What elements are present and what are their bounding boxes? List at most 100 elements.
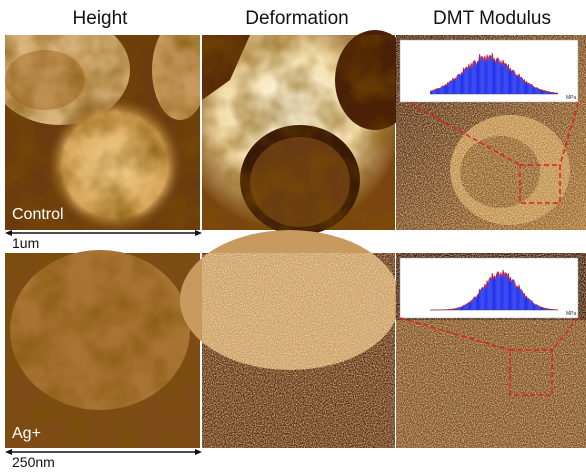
histogram-bar: [499, 277, 500, 310]
histogram-bar: [516, 286, 517, 310]
histogram-bar: [507, 67, 508, 94]
histogram-bar: [513, 280, 514, 310]
histogram-bar: [519, 74, 520, 94]
histogram-bar: [538, 88, 539, 94]
histogram-bar: [485, 287, 486, 310]
histogram-bar: [464, 305, 465, 310]
histogram-bar: [445, 85, 446, 94]
histogram-bar: [539, 307, 540, 310]
histogram-bar: [495, 63, 496, 94]
histogram-bar: [462, 73, 463, 94]
histogram-bar: [489, 279, 490, 310]
histogram-bar: [499, 64, 500, 94]
histogram-bar: [473, 299, 474, 310]
histogram-bar: [476, 65, 477, 94]
histogram-bar: [510, 68, 511, 94]
histogram-bar: [474, 61, 475, 94]
inset-unit: MPa: [566, 95, 577, 101]
deformation-image-ag: [180, 230, 400, 448]
histogram-bar: [529, 84, 530, 94]
histogram-bar: [496, 274, 497, 310]
histogram-bar: [498, 273, 499, 310]
histogram-inset: MPa: [400, 258, 578, 318]
histogram-bar: [535, 305, 536, 310]
histogram-bar: [448, 83, 449, 94]
height-image-ag: [5, 250, 200, 448]
histogram-bar: [521, 77, 522, 94]
histogram-bar: [490, 278, 491, 310]
histogram-bar: [477, 295, 478, 310]
histogram-bar: [501, 65, 502, 94]
histogram-bar: [491, 279, 492, 310]
histogram-bar: [539, 89, 540, 94]
histogram-bar: [476, 298, 477, 310]
histogram-bar: [492, 273, 493, 310]
histogram-bar: [546, 91, 547, 94]
histogram-bar: [432, 91, 433, 94]
histogram-bar: [527, 84, 528, 94]
histogram-bar: [505, 273, 506, 310]
histogram-bar: [441, 87, 442, 94]
histogram-bar: [451, 81, 452, 94]
histogram-bar: [481, 288, 482, 310]
histogram-bar: [450, 81, 451, 94]
histogram-bar: [505, 63, 506, 94]
histogram-bar: [443, 86, 444, 94]
histogram-bar: [495, 279, 496, 310]
histogram-bar: [478, 294, 479, 310]
histogram-bar: [494, 59, 495, 94]
histogram-bar: [496, 59, 497, 94]
histogram-bar: [509, 71, 510, 94]
histogram-bar: [526, 81, 527, 94]
histogram-bar: [528, 83, 529, 94]
histogram-bar: [530, 301, 531, 310]
histogram-bar: [543, 91, 544, 94]
histogram-bar: [514, 283, 515, 310]
histogram-bar: [483, 60, 484, 94]
histogram-bar: [490, 55, 491, 94]
histogram-bar: [517, 288, 518, 310]
histogram-bar: [497, 58, 498, 94]
histogram-bar: [463, 68, 464, 94]
histogram-bar: [460, 307, 461, 310]
histogram-bar: [446, 85, 447, 94]
histogram-bar: [529, 299, 530, 310]
figure: Height Deformation DMT Modulus Control 1…: [0, 0, 586, 474]
scale-bar-label: 1um: [12, 235, 39, 251]
histogram-bar: [483, 288, 484, 310]
histogram-bar: [464, 70, 465, 94]
histogram-bar: [511, 282, 512, 310]
histogram-bar: [466, 67, 467, 94]
histogram-bar: [519, 285, 520, 310]
histogram-bar: [487, 55, 488, 94]
histogram-bar: [475, 297, 476, 310]
histogram-bar: [466, 304, 467, 310]
histogram-bar: [491, 58, 492, 94]
histogram-bar: [526, 296, 527, 310]
histogram-bar: [492, 53, 493, 94]
histogram-bar: [478, 61, 479, 94]
histogram-bar: [437, 89, 438, 94]
histogram-bar: [536, 88, 537, 94]
histogram-bar: [461, 73, 462, 94]
histogram-bar: [522, 291, 523, 310]
histogram-bar: [537, 88, 538, 94]
histogram-bar: [522, 78, 523, 94]
histogram-bar: [515, 287, 516, 310]
histogram-bar: [475, 62, 476, 94]
histogram-bar: [525, 83, 526, 94]
histogram-bar: [508, 273, 509, 310]
histogram-bar: [508, 65, 509, 94]
histogram-bar: [493, 279, 494, 310]
histogram-bar: [515, 76, 516, 94]
histogram-bar: [525, 298, 526, 310]
histogram-bar: [510, 278, 511, 310]
histogram-bar: [533, 87, 534, 94]
histogram-bar: [449, 82, 450, 94]
histogram-bar: [455, 78, 456, 94]
histogram-bar: [509, 281, 510, 310]
histogram-bar: [430, 91, 431, 94]
histogram-bar: [521, 290, 522, 310]
histogram-bar: [467, 69, 468, 94]
histogram-bar: [459, 74, 460, 94]
